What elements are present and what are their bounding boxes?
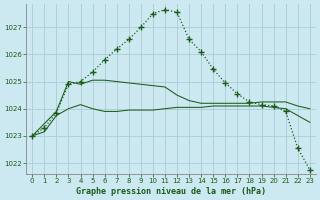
X-axis label: Graphe pression niveau de la mer (hPa): Graphe pression niveau de la mer (hPa): [76, 187, 266, 196]
